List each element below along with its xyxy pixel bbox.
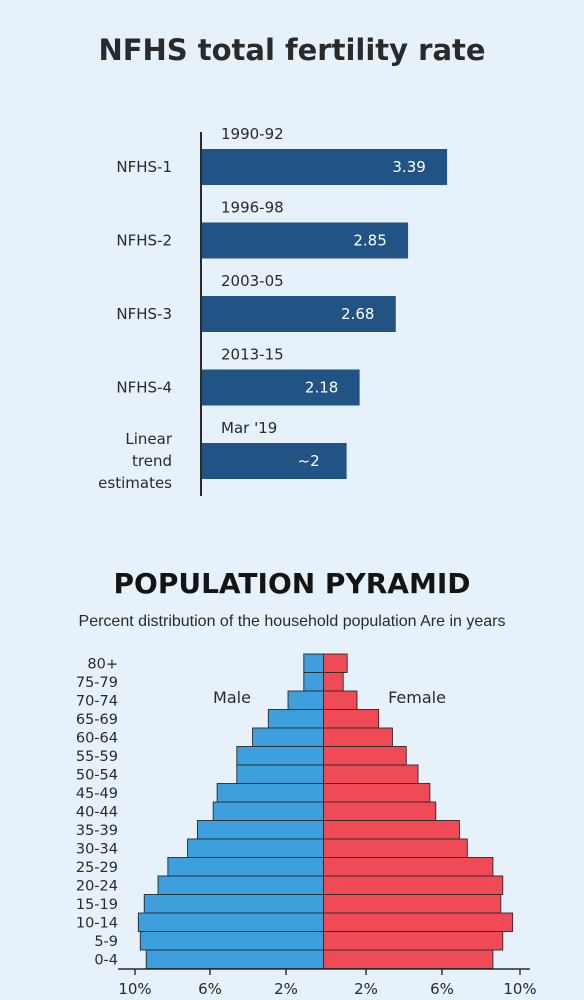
fertility-value-label: 2.68 xyxy=(341,305,374,323)
legend-male: Male xyxy=(213,688,251,707)
pyramid-bar-male xyxy=(287,690,324,710)
fertility-category-label: Linear xyxy=(125,430,172,448)
pyramid-tick-label: 6% xyxy=(430,980,454,998)
pyramid-bar-male xyxy=(267,709,324,729)
fertility-period-label: 1996-98 xyxy=(221,199,284,217)
fertility-bar xyxy=(202,149,448,185)
pyramid-bar-male xyxy=(212,801,324,821)
pyramid-bar-female xyxy=(323,912,514,932)
pyramid-bar-male xyxy=(157,875,324,895)
pyramid-tick-label: 10% xyxy=(503,980,536,998)
pyramid-bars: 80+ 75-79 70-74 65-69 60-64 55-59 50-54 45-49 40… xyxy=(76,653,514,969)
pyramid-bar-female xyxy=(323,931,504,951)
fertility-period-label: Mar '19 xyxy=(221,419,277,437)
age-group-label: 40-44 xyxy=(76,804,118,820)
pyramid-subtitle: Percent distribution of the household po… xyxy=(79,613,506,630)
fertility-chart-title: NFHS total fertility rate xyxy=(98,33,485,67)
fertility-category-label: NFHS-2 xyxy=(116,232,172,250)
pyramid-tick-label: 10% xyxy=(118,980,151,998)
fertility-value-label: 2.85 xyxy=(353,232,386,250)
age-group-label: 45-49 xyxy=(76,786,118,802)
fertility-category-label: NFHS-1 xyxy=(116,158,172,176)
pyramid-bar-female xyxy=(323,857,494,877)
pyramid-bar-male xyxy=(236,764,324,784)
age-group-label: 0-4 xyxy=(94,952,118,968)
fertility-bars: 3.39 1990-92 NFHS-1 2.85 1996-98 NFHS-2 2.68 20… xyxy=(98,125,448,492)
fertility-category-label: NFHS-3 xyxy=(116,305,172,323)
pyramid-tick-label: 6% xyxy=(198,980,222,998)
pyramid-ticks: 10% 6% 2% 2% 6% 10% xyxy=(118,969,537,998)
fertility-value-label: 2.18 xyxy=(305,379,338,397)
age-group-label: 60-64 xyxy=(76,730,118,746)
fertility-period-label: 1990-92 xyxy=(221,125,284,143)
pyramid-bar-female xyxy=(323,838,468,858)
age-group-label: 55-59 xyxy=(76,749,118,765)
fertility-bar xyxy=(202,222,409,259)
pyramid-bar-male xyxy=(187,838,324,858)
pyramid-bar-male xyxy=(167,857,324,877)
fertility-value-label: 3.39 xyxy=(392,158,425,176)
fertility-category-label: trend xyxy=(132,452,172,470)
pyramid-bar-male xyxy=(145,949,324,969)
pyramid-bar-female xyxy=(323,690,358,710)
pyramid-bar-female xyxy=(323,764,419,784)
age-group-label: 70-74 xyxy=(76,693,118,709)
age-group-label: 10-14 xyxy=(76,915,118,931)
age-group-label: 5-9 xyxy=(94,934,118,950)
age-group-label: 65-69 xyxy=(76,712,118,728)
age-group-label: 20-24 xyxy=(76,878,118,894)
pyramid-title: POPULATION PYRAMID xyxy=(114,567,471,600)
age-group-label: 50-54 xyxy=(76,767,118,783)
fertility-bar xyxy=(202,369,360,406)
pyramid-bar-female xyxy=(323,875,504,895)
age-group-label: 15-19 xyxy=(76,897,118,913)
pyramid-bar-male xyxy=(143,894,324,914)
age-group-label: 30-34 xyxy=(76,841,118,857)
pyramid-bar-male xyxy=(303,653,324,673)
pyramid-bar-female xyxy=(323,820,460,840)
pyramid-bar-female xyxy=(323,801,437,821)
pyramid-bar-male xyxy=(196,820,324,840)
pyramid-bar-male xyxy=(137,912,324,932)
pyramid-bar-female xyxy=(323,949,494,969)
fertility-bar xyxy=(202,296,396,332)
fertility-value-label: ~2 xyxy=(298,452,320,470)
pyramid-bar-male xyxy=(252,727,324,747)
fertility-period-label: 2003-05 xyxy=(221,272,284,290)
pyramid-tick-label: 2% xyxy=(274,980,298,998)
pyramid-bar-female xyxy=(323,783,431,803)
pyramid-bar-female xyxy=(323,709,380,729)
legend-female: Female xyxy=(388,688,446,707)
age-group-label: 35-39 xyxy=(76,823,118,839)
age-group-label: 25-29 xyxy=(76,860,118,876)
pyramid-bar-male xyxy=(303,672,324,692)
fertility-bar xyxy=(202,443,347,479)
pyramid-bar-female xyxy=(323,727,393,747)
age-group-label: 80+ xyxy=(87,656,118,672)
fertility-category-label: estimates xyxy=(98,474,172,492)
pyramid-bar-male xyxy=(216,783,324,803)
pyramid-bar-male xyxy=(139,931,324,951)
age-group-label: 75-79 xyxy=(76,675,118,691)
pyramid-bar-female xyxy=(323,672,344,692)
pyramid-tick-label: 2% xyxy=(354,980,378,998)
fertility-category-label: NFHS-4 xyxy=(116,379,172,397)
pyramid-bar-female xyxy=(323,653,348,673)
pyramid-bar-male xyxy=(236,746,324,766)
pyramid-bar-female xyxy=(323,746,407,766)
fertility-period-label: 2013-15 xyxy=(221,346,284,364)
pyramid-bar-female xyxy=(323,894,502,914)
